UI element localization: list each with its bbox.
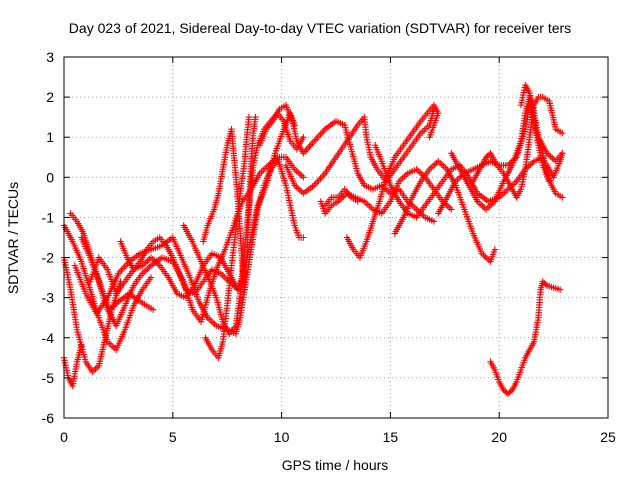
y-tick-label: 1: [46, 129, 54, 145]
y-tick-label: -4: [42, 330, 55, 346]
data-point: [559, 130, 566, 137]
data-point: [559, 194, 566, 201]
data-point: [426, 134, 433, 141]
y-tick-label: 3: [46, 49, 54, 65]
axis-ticks: 0 5 10 15 20 25 -6 -5 -4 -3 -2 -1 0 1 2 3: [42, 49, 616, 445]
series-track-10: [200, 113, 259, 293]
data-point: [354, 198, 361, 205]
series-track-22: [517, 81, 566, 201]
data-point: [150, 306, 157, 313]
series-track-11: [202, 113, 253, 362]
series-track-20: [448, 93, 566, 213]
data-point: [542, 281, 549, 288]
plot-frame: [63, 56, 609, 419]
x-tick-label: 15: [383, 429, 399, 445]
series-track-21: [469, 93, 566, 201]
data-point: [300, 174, 307, 181]
data-point: [252, 113, 259, 121]
x-axis-label: GPS time / hours: [282, 457, 389, 473]
grid: [64, 57, 608, 418]
y-tick-label: -3: [42, 290, 55, 306]
data-series: [60, 81, 566, 398]
series-track-12: [256, 101, 438, 225]
series-track-24: [487, 278, 564, 398]
y-tick-label: -6: [42, 410, 55, 426]
y-tick-label: -2: [42, 250, 55, 266]
data-point: [448, 206, 455, 213]
data-point: [507, 388, 515, 395]
y-tick-label: 2: [46, 89, 54, 105]
x-tick-label: 5: [169, 429, 177, 445]
data-point: [430, 218, 438, 225]
series-track-03: [60, 222, 155, 354]
x-tick-label: 10: [274, 429, 290, 445]
data-point: [491, 246, 499, 253]
x-tick-label: 20: [491, 429, 507, 445]
data-point: [147, 274, 155, 281]
data-point: [245, 113, 253, 121]
data-point: [300, 134, 307, 141]
chart-title: Day 023 of 2021, Sidereal Day-to-day VTE…: [69, 20, 571, 36]
series-track-13: [274, 154, 307, 241]
series-track-23: [537, 150, 566, 181]
data-point: [556, 286, 564, 293]
x-tick-label: 0: [60, 429, 68, 445]
y-axis-label: SDTVAR / TECUs: [5, 182, 21, 294]
y-tick-label: 0: [46, 169, 54, 185]
x-tick-label: 25: [600, 429, 616, 445]
y-tick-label: -1: [42, 209, 55, 225]
data-point: [300, 234, 307, 241]
series-track-25: [321, 186, 361, 209]
data-point: [559, 150, 566, 157]
y-tick-label: -5: [42, 370, 55, 386]
